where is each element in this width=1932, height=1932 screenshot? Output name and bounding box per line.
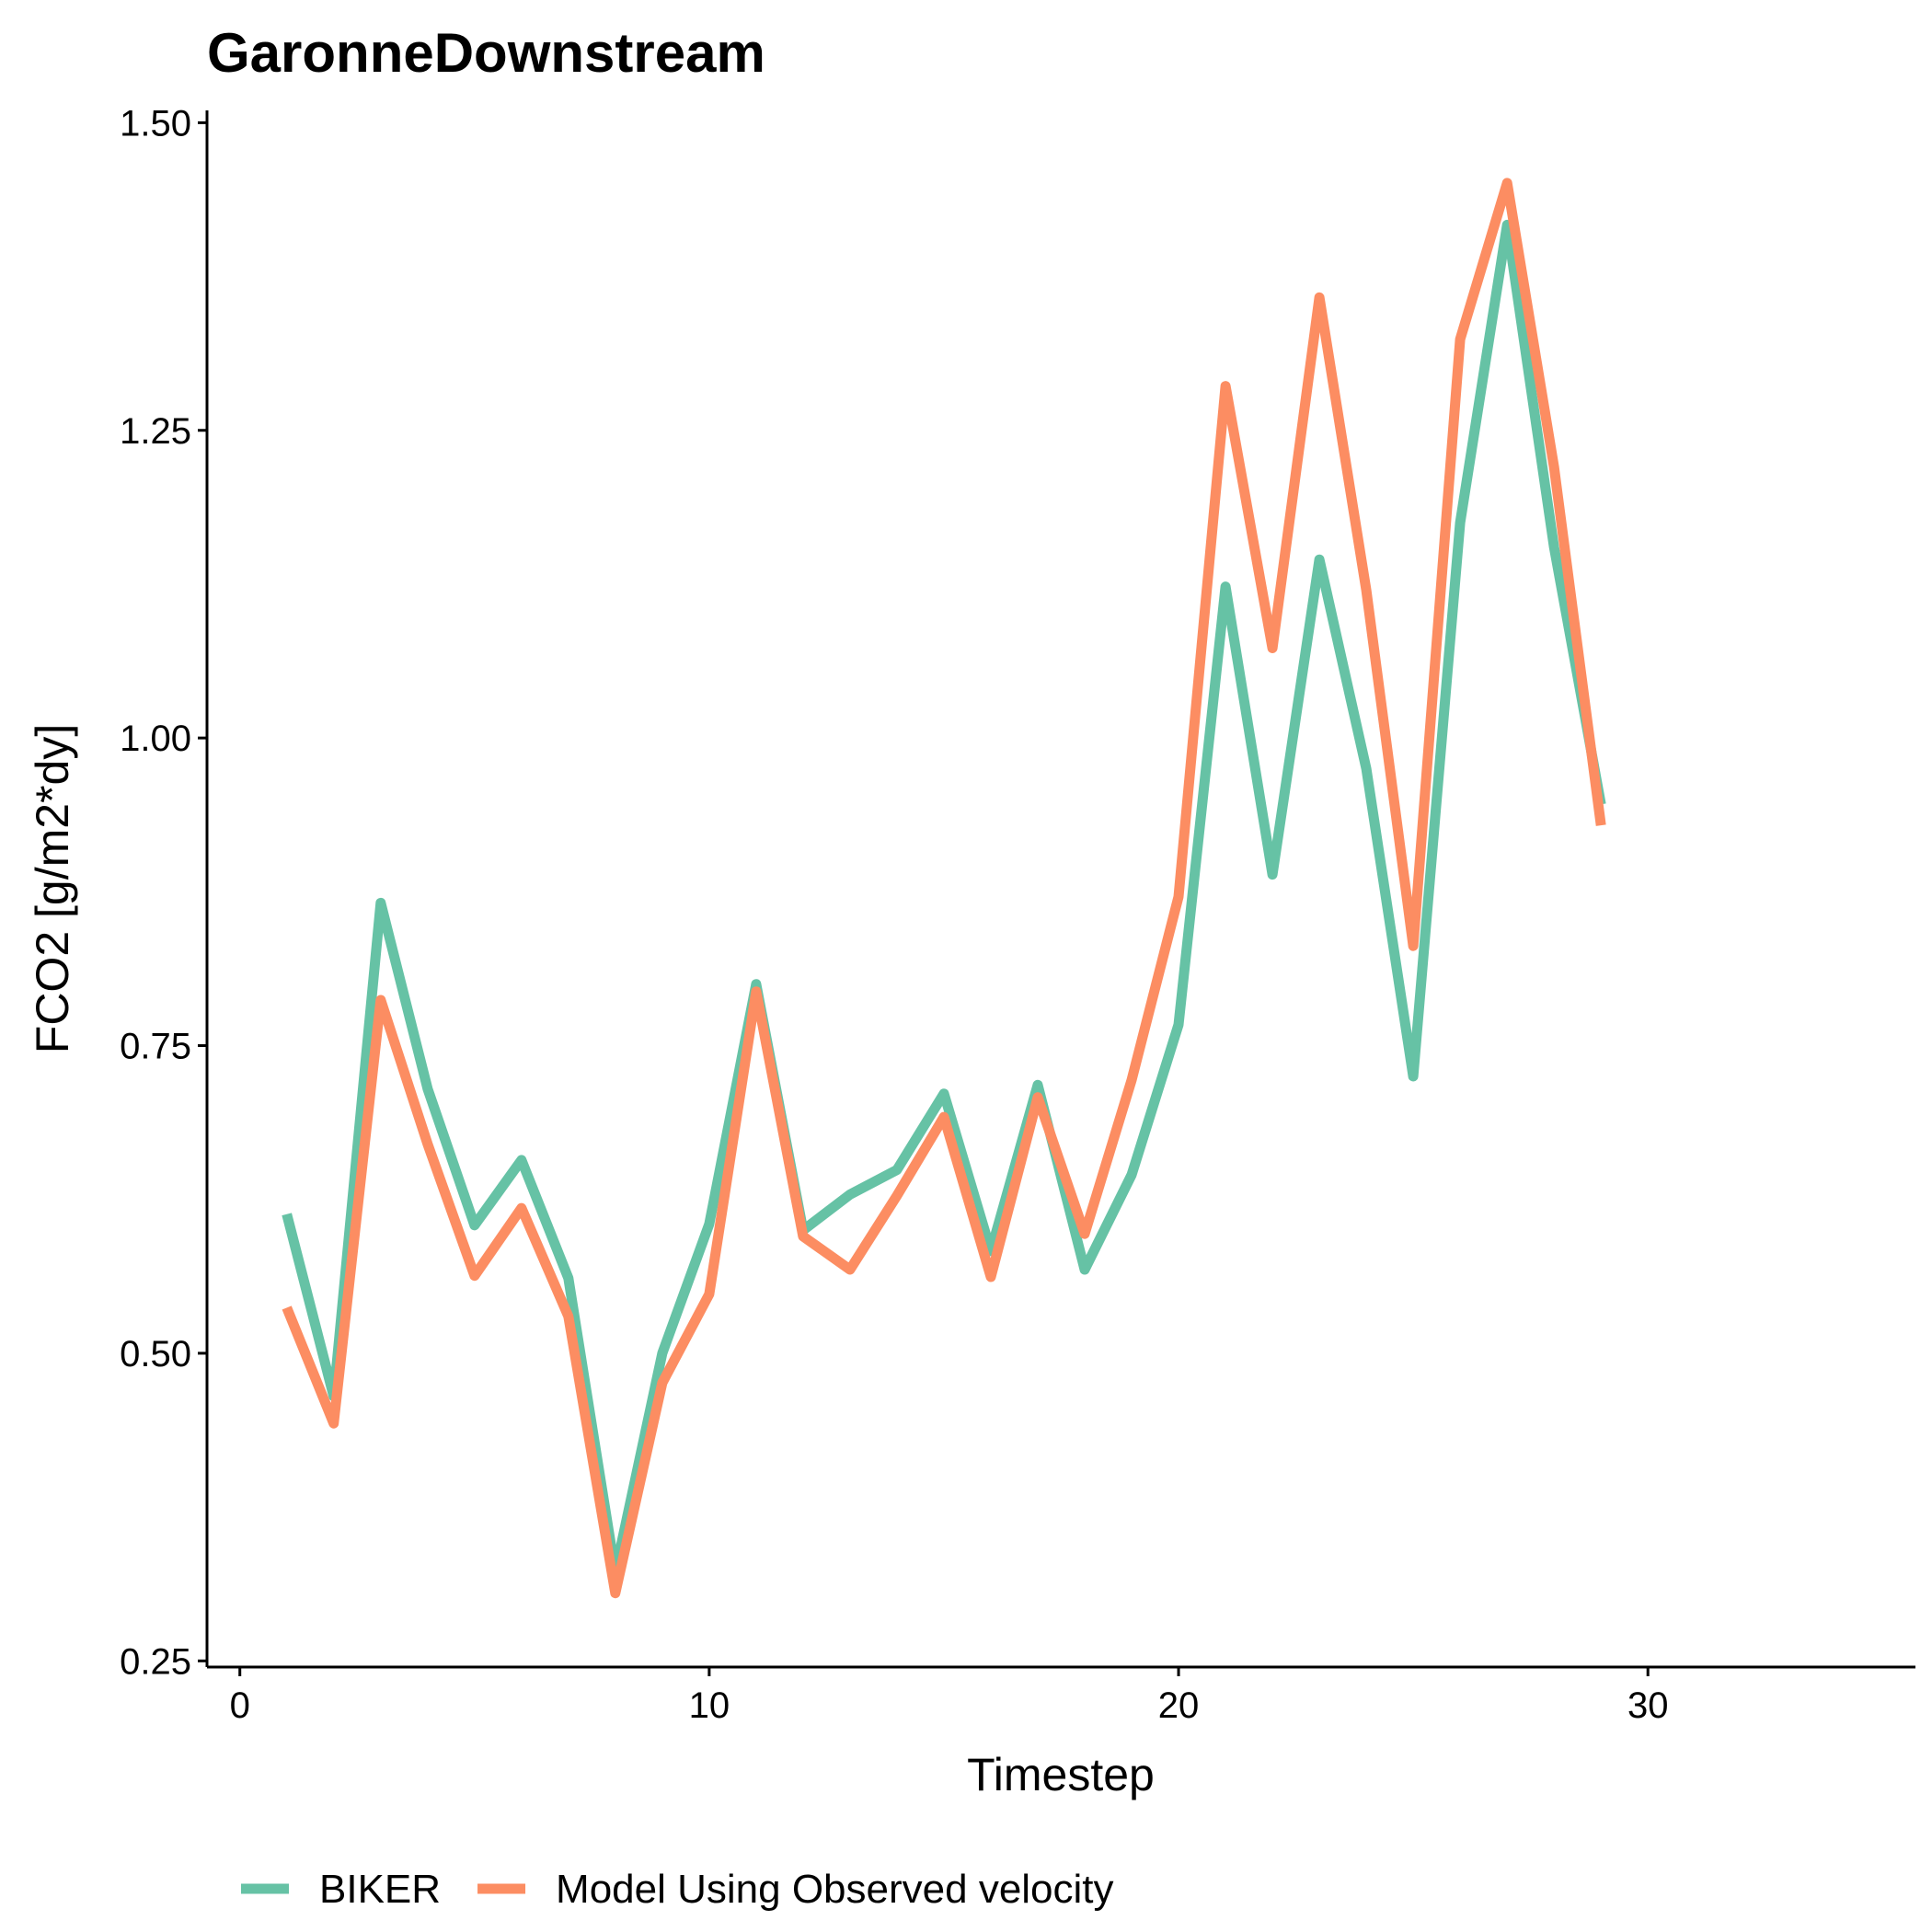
legend-label-1: BIKER [319, 1867, 441, 1912]
y-tick-label: 1.00 [120, 719, 191, 759]
x-axis-title: Timestep [967, 1749, 1155, 1800]
legend-label-2: Model Using Observed velocity [556, 1867, 1113, 1912]
series-line-2 [282, 178, 1606, 1599]
y-tick-label: 0.50 [120, 1334, 191, 1374]
series-line-1 [282, 219, 1606, 1578]
legend: BIKER Model Using Observed velocity [241, 1867, 1114, 1912]
y-tick-label: 0.25 [120, 1641, 191, 1682]
chart-title: GaronneDownstream [207, 22, 765, 84]
y-tick-label: 1.50 [120, 103, 191, 144]
x-tick-label: 30 [1627, 1685, 1669, 1726]
x-tick-label: 20 [1158, 1685, 1200, 1726]
x-tick-label: 10 [689, 1685, 730, 1726]
x-tick-label: 0 [230, 1685, 250, 1726]
y-axis-title: FCO2 [g/m2*dy] [27, 724, 78, 1053]
y-tick-label: 1.25 [120, 411, 191, 452]
x-axis-ticks: 0 10 20 30 [230, 1667, 1669, 1726]
y-axis-ticks: 0.25 0.50 0.75 1.00 1.25 1.50 [120, 103, 207, 1682]
y-tick-label: 0.75 [120, 1027, 191, 1067]
plot-area [282, 178, 1606, 1599]
